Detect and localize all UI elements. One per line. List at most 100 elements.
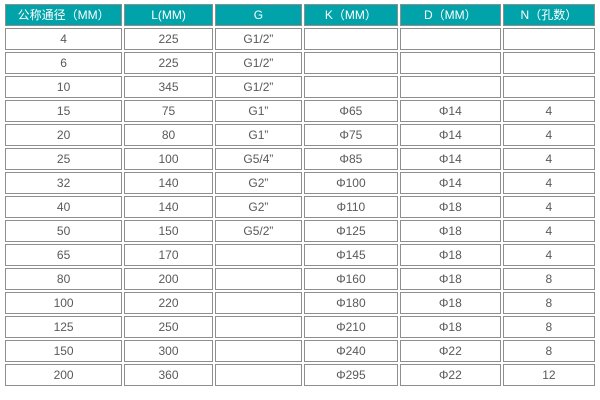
table-cell: Φ22 [399, 364, 501, 386]
table-cell [214, 292, 302, 314]
table-cell: 75 [124, 100, 213, 122]
table-row: 40 140 G2” Φ110 Φ18 4 [5, 196, 595, 218]
table-cell: Φ18 [399, 220, 501, 242]
table-cell: 4 [502, 172, 595, 194]
table-row: 10 345 G1/2” [5, 76, 595, 98]
table-cell: 220 [124, 292, 213, 314]
table-cell: Φ145 [303, 244, 398, 266]
table-cell: Φ14 [399, 124, 501, 146]
col-header-bolt-circle: K（MM） [303, 4, 398, 26]
table-cell: 20 [5, 124, 123, 146]
table-cell: Φ160 [303, 268, 398, 290]
table-row: 32 140 G2” Φ100 Φ14 4 [5, 172, 595, 194]
table-cell [214, 364, 302, 386]
table-cell: G1/2” [214, 76, 302, 98]
table-cell: 125 [5, 316, 123, 338]
table-cell [502, 76, 595, 98]
table-cell: 32 [5, 172, 123, 194]
table-cell: G1” [214, 124, 302, 146]
col-header-length: L(MM) [124, 4, 213, 26]
table-cell: G2” [214, 172, 302, 194]
table-cell: 150 [124, 220, 213, 242]
table-cell: 25 [5, 148, 123, 170]
table-cell: 80 [5, 268, 123, 290]
table-cell: Φ14 [399, 148, 501, 170]
table-cell: Φ180 [303, 292, 398, 314]
table-cell: 225 [124, 52, 213, 74]
table-cell: G2” [214, 196, 302, 218]
table-row: 20 80 G1” Φ75 Φ14 4 [5, 124, 595, 146]
table-cell: Φ18 [399, 316, 501, 338]
table-cell: G1/2” [214, 52, 302, 74]
table-cell: 12 [502, 364, 595, 386]
table-row: 100 220 Φ180 Φ18 8 [5, 292, 595, 314]
table-cell: 8 [502, 340, 595, 362]
table-cell: G5/4” [214, 148, 302, 170]
table-cell: Φ22 [399, 340, 501, 362]
table-cell [399, 52, 501, 74]
table-cell: 80 [124, 124, 213, 146]
table-cell: 200 [124, 268, 213, 290]
table-cell [399, 28, 501, 50]
col-header-hole-count: N（孔数） [502, 4, 595, 26]
table-row: 4 225 G1/2” [5, 28, 595, 50]
table-cell: Φ240 [303, 340, 398, 362]
table-cell [303, 76, 398, 98]
table-cell: 4 [502, 196, 595, 218]
table-cell: Φ110 [303, 196, 398, 218]
table-row: 6 225 G1/2” [5, 52, 595, 74]
table-cell: Φ18 [399, 292, 501, 314]
table-cell: 345 [124, 76, 213, 98]
table-cell [303, 28, 398, 50]
valve-spec-table: 公称通径（MM） L(MM) G K（MM） D（MM） N（孔数） 4 225 G… [3, 2, 597, 388]
table-cell [303, 52, 398, 74]
table-header: 公称通径（MM） L(MM) G K（MM） D（MM） N（孔数） [5, 4, 595, 26]
table-cell: 65 [5, 244, 123, 266]
col-header-nominal-diameter: 公称通径（MM） [5, 4, 123, 26]
table-cell: 8 [502, 316, 595, 338]
table-row: 200 360 Φ295 Φ22 12 [5, 364, 595, 386]
table-cell: 4 [502, 148, 595, 170]
table-cell [214, 244, 302, 266]
table-cell: 15 [5, 100, 123, 122]
table-cell: 8 [502, 292, 595, 314]
table-cell: 10 [5, 76, 123, 98]
table-cell [502, 52, 595, 74]
table-cell: 4 [5, 28, 123, 50]
table-cell [214, 268, 302, 290]
table-cell: Φ18 [399, 196, 501, 218]
col-header-thread: G [214, 4, 302, 26]
table-cell: 4 [502, 244, 595, 266]
table-cell: Φ65 [303, 100, 398, 122]
table-cell: Φ18 [399, 268, 501, 290]
table-cell: 100 [124, 148, 213, 170]
table-cell: 100 [5, 292, 123, 314]
header-row: 公称通径（MM） L(MM) G K（MM） D（MM） N（孔数） [5, 4, 595, 26]
table-cell: 225 [124, 28, 213, 50]
table-cell: 4 [502, 220, 595, 242]
col-header-hole-diameter: D（MM） [399, 4, 501, 26]
table-cell: 200 [5, 364, 123, 386]
table-cell [399, 76, 501, 98]
table-cell: 4 [502, 100, 595, 122]
table-cell: 140 [124, 172, 213, 194]
table-cell: Φ18 [399, 244, 501, 266]
table-cell: Φ14 [399, 100, 501, 122]
table-cell: Φ75 [303, 124, 398, 146]
table-row: 125 250 Φ210 Φ18 8 [5, 316, 595, 338]
table-cell: Φ100 [303, 172, 398, 194]
table-cell: 250 [124, 316, 213, 338]
table-row: 65 170 Φ145 Φ18 4 [5, 244, 595, 266]
table-cell: 360 [124, 364, 213, 386]
table-cell: 140 [124, 196, 213, 218]
table-cell [502, 28, 595, 50]
table-cell: 50 [5, 220, 123, 242]
table-body: 4 225 G1/2” 6 225 G1/2” 10 345 G1/2” 15 75 G1” Φ65 Φ1… [5, 28, 595, 386]
table-row: 50 150 G5/2” Φ125 Φ18 4 [5, 220, 595, 242]
table-cell: Φ295 [303, 364, 398, 386]
table-cell: Φ85 [303, 148, 398, 170]
table-cell: 6 [5, 52, 123, 74]
table-row: 15 75 G1” Φ65 Φ14 4 [5, 100, 595, 122]
table-cell: G1/2” [214, 28, 302, 50]
